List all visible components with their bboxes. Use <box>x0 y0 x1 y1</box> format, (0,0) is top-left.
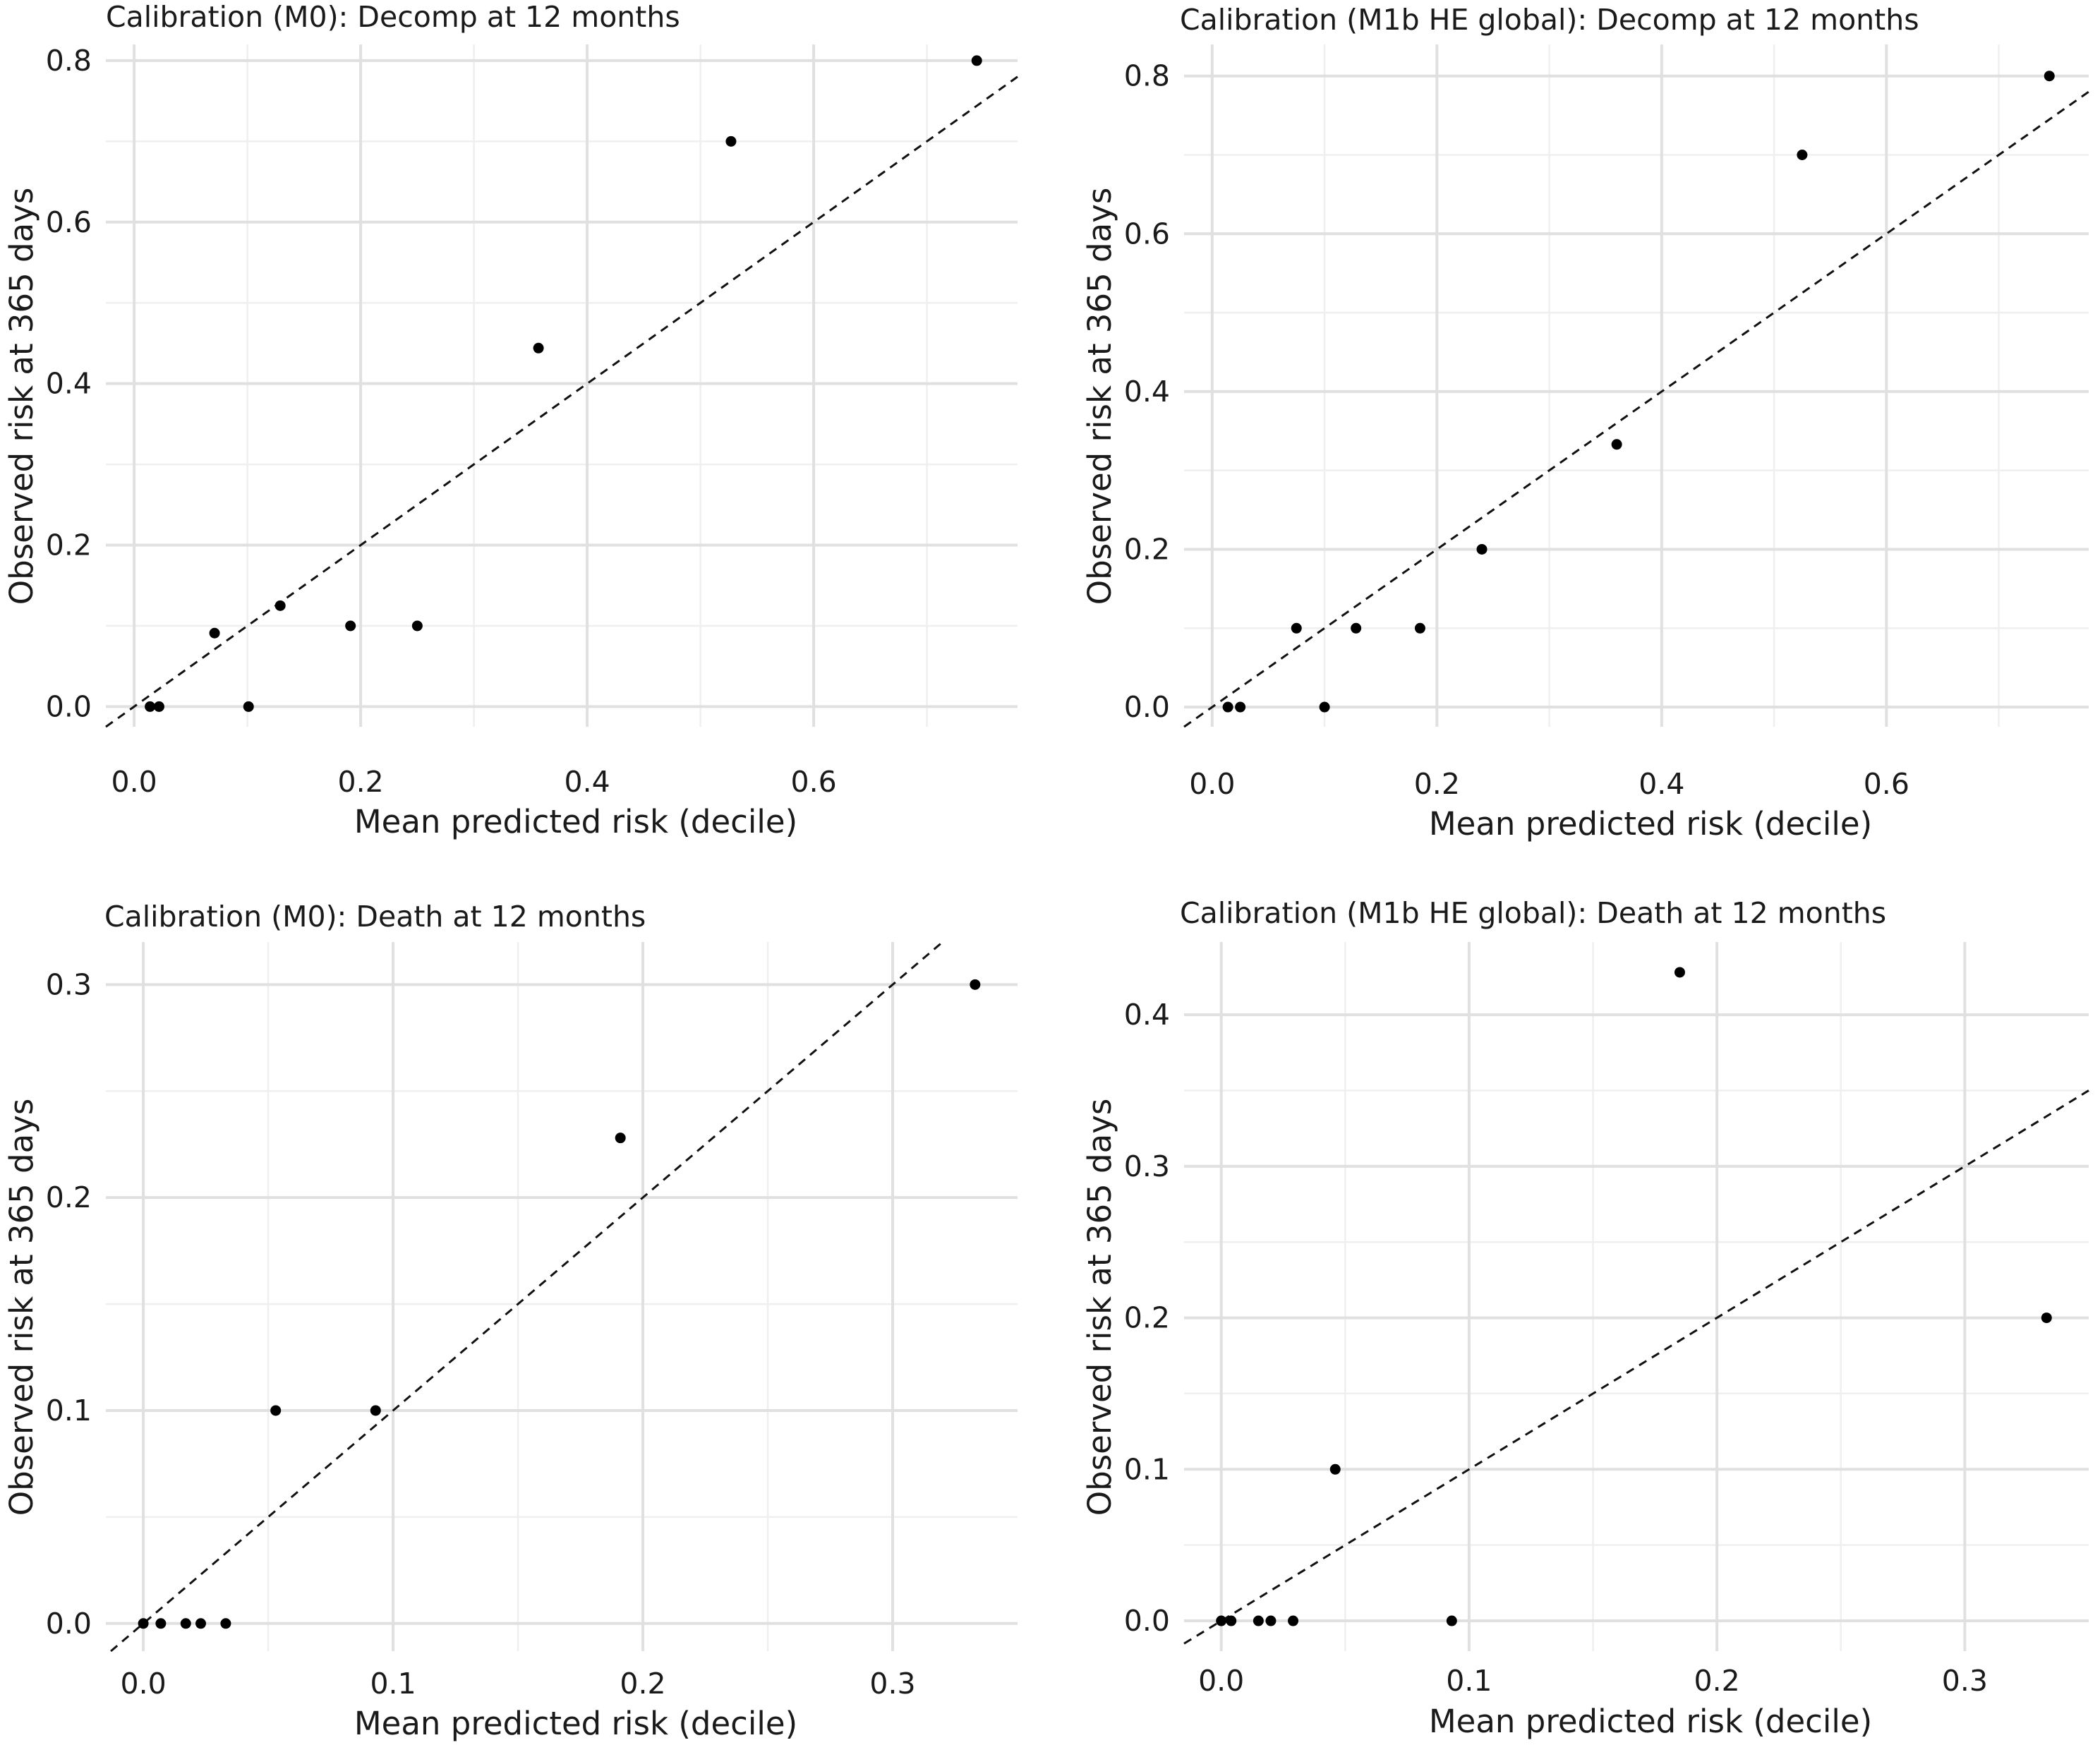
x-tick-label: 0.0 <box>1189 767 1235 801</box>
x-tick-label: 0.3 <box>1942 1664 1988 1698</box>
data-point <box>1288 1615 1299 1626</box>
data-point <box>243 701 254 712</box>
x-tick-label: 0.0 <box>111 765 157 799</box>
chart-title: Calibration (M1b HE global): Decomp at 1… <box>1180 3 1919 37</box>
x-tick-label: 0.1 <box>370 1667 416 1701</box>
x-tick-label: 0.6 <box>1864 767 1909 801</box>
data-point <box>1674 967 1685 978</box>
y-tick-label: 0.1 <box>1124 1452 1170 1486</box>
data-point <box>1222 701 1233 713</box>
y-axis-label: Observed risk at 365 days <box>3 188 40 605</box>
y-tick-label: 0.2 <box>1124 1301 1170 1335</box>
x-tick-label: 0.4 <box>1639 767 1684 801</box>
reference-diagonal-line <box>110 941 943 1653</box>
x-tick-label: 0.0 <box>120 1667 166 1701</box>
y-tick-label: 0.2 <box>46 529 92 562</box>
reference-diagonal-line <box>105 76 1018 728</box>
x-tick-label: 0.4 <box>565 765 610 799</box>
y-tick-label: 0.4 <box>46 367 92 401</box>
y-tick-label: 0.3 <box>1124 1149 1170 1183</box>
data-point <box>1446 1615 1457 1626</box>
data-point <box>1291 622 1302 634</box>
y-tick-label: 0.0 <box>46 689 92 723</box>
data-point <box>180 1618 191 1629</box>
x-axis-label: Mean predicted risk (decile) <box>354 1705 797 1742</box>
x-axis-label: Mean predicted risk (decile) <box>354 803 797 840</box>
x-tick-label: 0.0 <box>1198 1664 1244 1698</box>
data-point <box>274 600 286 611</box>
chart-title: Calibration (M1b HE global): Death at 12… <box>1180 896 1886 930</box>
data-point <box>1611 439 1622 450</box>
y-tick-label: 0.4 <box>1124 375 1170 409</box>
y-axis-label: Observed risk at 365 days <box>1081 1099 1118 1516</box>
y-tick-label: 0.6 <box>46 205 92 239</box>
x-tick-label: 0.2 <box>620 1667 665 1701</box>
data-point <box>209 627 220 639</box>
data-point <box>195 1618 207 1629</box>
data-point <box>971 55 982 66</box>
x-axis-label: Mean predicted risk (decile) <box>1429 1703 1872 1740</box>
data-point <box>145 701 156 712</box>
calibration-panel-3: 0.0 0.1 0.2 0.3 0.0 0.1 0.2 0.3 Calibration (M0)… <box>3 900 1018 1742</box>
y-axis-label: Observed risk at 365 days <box>1081 188 1118 605</box>
y-tick-label: 0.4 <box>1124 998 1170 1032</box>
x-tick-label: 0.2 <box>1414 767 1460 801</box>
data-point <box>345 620 356 632</box>
data-point <box>155 1618 167 1629</box>
reference-diagonal-line <box>1183 1089 2089 1645</box>
data-point <box>615 1133 626 1144</box>
data-point <box>1235 701 1246 713</box>
data-point <box>725 135 737 147</box>
x-tick-label: 0.2 <box>338 765 384 799</box>
y-tick-label: 0.3 <box>46 967 92 1001</box>
data-point <box>1265 1615 1277 1626</box>
data-point <box>411 620 423 632</box>
y-tick-label: 0.1 <box>46 1394 92 1427</box>
x-axis-label: Mean predicted risk (decile) <box>1429 805 1872 843</box>
x-tick-label: 0.1 <box>1446 1664 1492 1698</box>
x-tick-label: 0.2 <box>1694 1664 1740 1698</box>
chart-title: Calibration (M0): Death at 12 months <box>104 900 646 934</box>
y-tick-label: 0.8 <box>46 44 92 78</box>
data-point <box>138 1618 149 1629</box>
data-point <box>1476 543 1488 555</box>
data-point <box>1226 1615 1237 1626</box>
data-point <box>270 1405 282 1416</box>
y-tick-label: 0.0 <box>1124 1604 1170 1638</box>
data-point <box>153 701 164 712</box>
calibration-panel-2: 0.0 0.2 0.4 0.6 0.0 0.2 0.4 0.6 0.8 Calibration (… <box>1081 3 2089 843</box>
data-point <box>1216 1615 1227 1626</box>
y-tick-label: 0.0 <box>46 1607 92 1641</box>
data-point <box>1253 1615 1264 1626</box>
data-point <box>1319 701 1330 713</box>
y-tick-label: 0.2 <box>46 1181 92 1214</box>
data-point <box>370 1405 381 1416</box>
calibration-panel-1: 0.0 0.2 0.4 0.6 0.0 0.2 0.4 0.6 0.8 Calibration (… <box>3 0 1018 840</box>
reference-diagonal-line <box>1183 90 2089 728</box>
x-tick-label: 0.3 <box>869 1667 915 1701</box>
data-point <box>1351 622 1362 634</box>
data-point <box>1797 150 1808 161</box>
y-tick-label: 0.2 <box>1124 532 1170 566</box>
y-tick-label: 0.6 <box>1124 217 1170 250</box>
data-point <box>1414 622 1425 634</box>
data-point <box>2044 71 2055 82</box>
y-axis-label: Observed risk at 365 days <box>3 1099 40 1516</box>
x-tick-label: 0.6 <box>790 765 836 799</box>
y-tick-label: 0.0 <box>1124 690 1170 724</box>
data-point <box>2041 1312 2052 1324</box>
data-point <box>220 1618 231 1629</box>
data-point <box>1329 1463 1341 1475</box>
y-tick-label: 0.8 <box>1124 59 1170 93</box>
data-point <box>970 979 981 990</box>
calibration-panel-4: 0.0 0.1 0.2 0.3 0.0 0.1 0.2 0.3 0.4 Calibration (… <box>1081 896 2089 1740</box>
chart-title: Calibration (M0): Decomp at 12 months <box>106 0 680 34</box>
data-point <box>533 342 544 354</box>
